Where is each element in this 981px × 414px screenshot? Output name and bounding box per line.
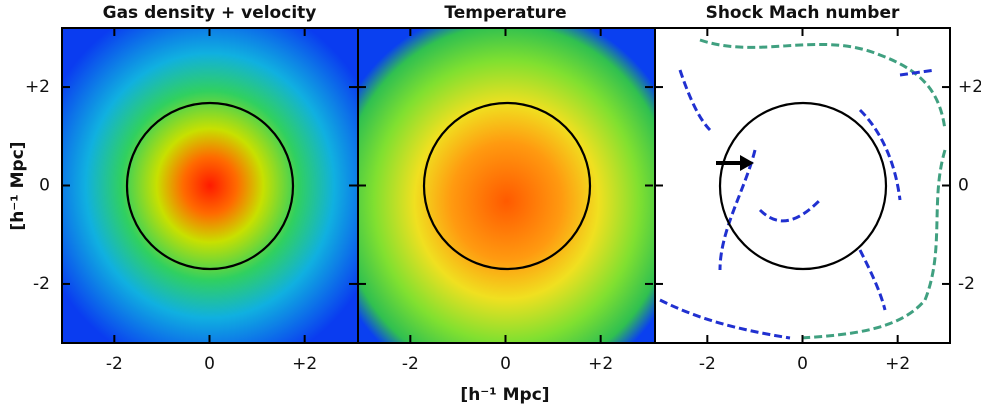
panel-title: Shock Mach number (706, 3, 900, 23)
x-tick-label: +2 (588, 354, 613, 374)
virial-circles (125, 101, 888, 271)
y-tick-label: +2 (958, 77, 981, 97)
temperature-image (358, 28, 655, 343)
arrow (716, 155, 754, 171)
x-tick-label: -2 (106, 354, 123, 374)
x-tick-label: 0 (500, 354, 511, 374)
y-tick-label: -2 (958, 274, 975, 294)
panel-images (61, 27, 951, 344)
x-tick-label: +2 (885, 354, 910, 374)
shock-fronts (659, 38, 947, 340)
x-tick-label: -2 (402, 354, 419, 374)
mach-image (655, 28, 950, 343)
x-tick-label: -2 (699, 354, 716, 374)
density-image (62, 28, 358, 343)
y-tick-label: +2 (25, 77, 50, 97)
y-tick-label: 0 (39, 176, 50, 196)
x-tick-label: 0 (204, 354, 215, 374)
y-axis-label: [h⁻¹ Mpc] (8, 141, 28, 230)
y-tick-label: -2 (33, 274, 50, 294)
x-tick-label: 0 (797, 354, 808, 374)
y-tick-label: 0 (958, 176, 969, 196)
x-axis-label: [h⁻¹ Mpc] (460, 385, 549, 405)
panel-title: Temperature (444, 3, 566, 23)
panel-title: Gas density + velocity (103, 3, 317, 23)
x-tick-label: +2 (292, 354, 317, 374)
